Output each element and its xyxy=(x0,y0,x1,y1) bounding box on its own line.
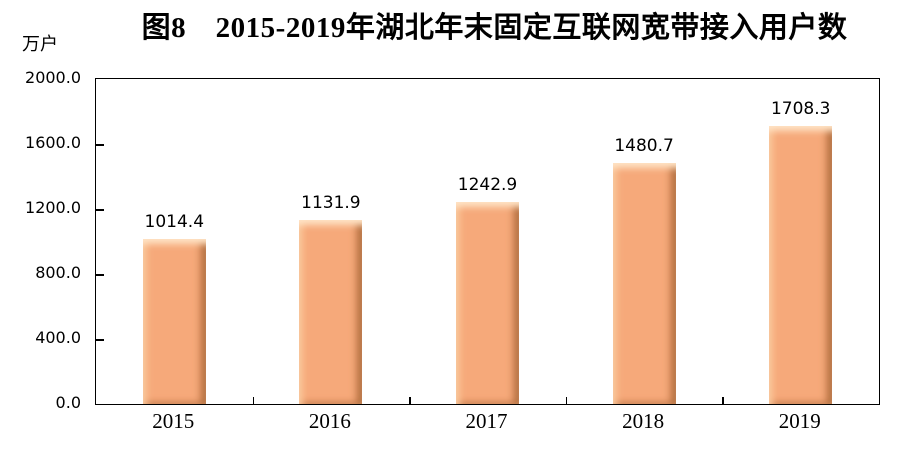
x-axis-label-2018: 2018 xyxy=(622,409,665,433)
bar-value-label: 1708.3 xyxy=(770,99,831,120)
y-tick-label: 0.0 xyxy=(55,393,81,412)
bar-2017 xyxy=(456,202,519,404)
bar-2016 xyxy=(299,220,363,404)
x-axis-label-2015: 2015 xyxy=(152,409,195,433)
y-axis-tick-labels: 0.0 400.0 800.0 1200.0 1600.0 2000.0 xyxy=(0,69,85,412)
bar-2018 xyxy=(612,163,676,404)
plot-area: 1014.4 1131.9 1242.9 1480.7 1708.3 xyxy=(95,78,880,405)
bar-value-label: 1014.4 xyxy=(144,212,205,233)
y-axis-tick xyxy=(96,144,104,146)
x-axis-labels: 2015 2016 2017 2018 2019 xyxy=(95,409,878,441)
chart-title: 图8 2015-2019年湖北年末固定互联网宽带接入用户数 xyxy=(141,12,848,44)
x-axis-tick xyxy=(252,397,255,404)
y-tick-label: 800.0 xyxy=(35,263,81,282)
x-axis-tick xyxy=(722,397,724,404)
x-axis-label-2017: 2017 xyxy=(465,409,508,433)
y-tick-label: 1200.0 xyxy=(25,198,81,217)
x-axis-label-2016: 2016 xyxy=(308,409,351,433)
bar-value-label: 1480.7 xyxy=(614,136,674,157)
bar-2015 xyxy=(142,239,206,404)
y-axis-unit-label: 万户 xyxy=(22,34,58,54)
y-axis-tick xyxy=(96,274,104,276)
y-tick-label: 400.0 xyxy=(35,328,81,347)
bar-value-label: 1131.9 xyxy=(301,193,361,214)
y-axis-tick xyxy=(96,209,104,211)
y-tick-label: 2000.0 xyxy=(25,68,81,87)
y-tick-label: 1600.0 xyxy=(25,133,81,152)
x-axis-tick xyxy=(565,397,568,404)
y-axis-tick xyxy=(96,339,104,341)
bar-2019 xyxy=(769,126,833,404)
bar-value-label: 1242.9 xyxy=(457,175,518,196)
x-axis-label-2019: 2019 xyxy=(778,409,821,433)
x-axis-tick xyxy=(409,397,411,404)
